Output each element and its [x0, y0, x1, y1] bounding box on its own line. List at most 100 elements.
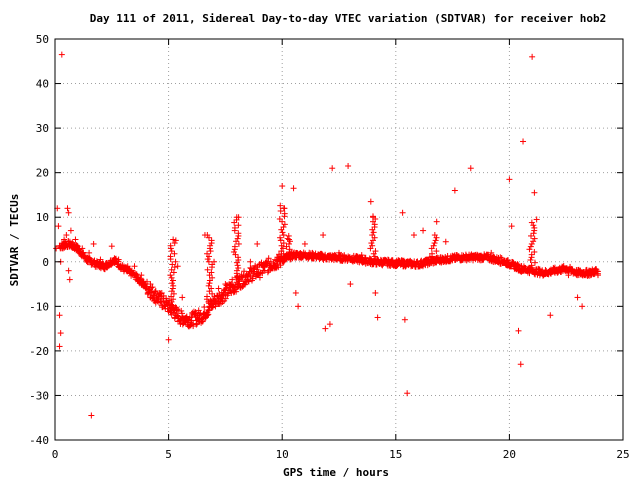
- trace-point: [234, 262, 241, 269]
- trace-point: [205, 282, 212, 289]
- trace-point: [280, 258, 287, 265]
- data-point: [59, 245, 66, 252]
- data-point: [274, 254, 281, 261]
- data-point: [138, 272, 145, 279]
- y-tick-label: 10: [36, 211, 49, 224]
- trace-point: [209, 290, 216, 297]
- trace-point: [207, 248, 214, 255]
- trace-point: [209, 304, 216, 311]
- data-point: [179, 294, 186, 301]
- trace-point: [505, 257, 512, 264]
- data-point: [58, 51, 65, 58]
- trace-point: [281, 221, 288, 228]
- data-point: [347, 281, 354, 288]
- trace-point: [369, 232, 376, 239]
- trace-point: [531, 248, 538, 255]
- data-point: [222, 281, 229, 288]
- trace-point: [280, 224, 287, 231]
- trace-point: [171, 250, 178, 257]
- data-point: [531, 189, 538, 196]
- trace-point: [172, 258, 179, 265]
- x-tick-labels: 0 5 10 15 20 25: [52, 448, 630, 461]
- x-tick-label: 15: [389, 448, 402, 461]
- trace-point: [276, 216, 283, 223]
- data-point: [279, 183, 286, 190]
- data-point: [79, 245, 86, 252]
- data-point: [56, 343, 63, 350]
- trace-point: [528, 262, 535, 269]
- trace-point: [283, 243, 290, 250]
- data-point: [66, 276, 73, 283]
- grid: [55, 39, 623, 440]
- trace-point: [531, 235, 538, 242]
- trace-point: [369, 242, 376, 249]
- trace-point: [169, 261, 176, 268]
- trace-point: [368, 240, 375, 247]
- data-point: [595, 272, 602, 279]
- plot-frame: [54, 38, 624, 441]
- trace-point: [149, 284, 156, 291]
- data-point: [529, 53, 536, 60]
- data-point: [433, 218, 440, 225]
- data-point: [370, 214, 377, 221]
- data-point: [88, 412, 95, 419]
- trace-point: [192, 309, 199, 316]
- trace-point: [171, 240, 178, 247]
- data-point: [115, 256, 122, 263]
- data-point: [56, 312, 63, 319]
- trace-point: [277, 202, 284, 209]
- y-tick-label: 50: [36, 33, 49, 46]
- trace-point: [168, 293, 175, 300]
- axis-ticks: [54, 38, 624, 441]
- data-point: [295, 303, 302, 310]
- data-point: [240, 272, 247, 279]
- data-point: [53, 245, 60, 252]
- trace-point: [277, 234, 284, 241]
- data-point: [515, 327, 522, 334]
- data-point: [579, 303, 586, 310]
- data-point: [292, 289, 299, 296]
- trace-point: [235, 240, 242, 247]
- trace-point: [167, 309, 174, 316]
- trace-point: [277, 207, 284, 214]
- trace-point: [234, 235, 241, 242]
- data-point: [97, 256, 104, 263]
- x-tick-label: 25: [616, 448, 629, 461]
- data-point: [108, 243, 115, 250]
- trace-point: [168, 266, 175, 273]
- data-point: [281, 205, 288, 212]
- y-tick-label: -20: [29, 345, 49, 358]
- trace-point: [231, 243, 238, 250]
- data-point: [329, 165, 336, 172]
- trace-point: [433, 248, 440, 255]
- trace-point: [168, 288, 175, 295]
- data-point: [124, 263, 131, 270]
- trace-point: [281, 210, 288, 217]
- data-point: [345, 162, 352, 169]
- data-point: [183, 316, 190, 323]
- data-point: [62, 238, 69, 245]
- trace-point: [368, 258, 375, 265]
- trace-point: [167, 272, 174, 279]
- data-point: [195, 312, 202, 319]
- trace-point: [205, 258, 212, 265]
- trace-point: [530, 238, 537, 245]
- data-point: [254, 240, 261, 247]
- trace-point: [277, 262, 284, 269]
- trace-point: [283, 251, 290, 258]
- trace-point: [256, 274, 263, 281]
- data-point: [74, 243, 81, 250]
- data-point: [540, 272, 547, 279]
- trace-point: [430, 242, 437, 249]
- x-axis-label: GPS time / hours: [283, 466, 389, 479]
- data-point: [308, 254, 315, 261]
- trace-point: [280, 232, 287, 239]
- data-point: [574, 294, 581, 301]
- trace-point: [370, 229, 377, 236]
- trace-point: [204, 266, 211, 273]
- data-point: [585, 267, 592, 274]
- trace-point: [286, 254, 293, 261]
- trace-point: [208, 269, 215, 276]
- trace-point: [235, 230, 242, 237]
- data-point: [488, 249, 495, 256]
